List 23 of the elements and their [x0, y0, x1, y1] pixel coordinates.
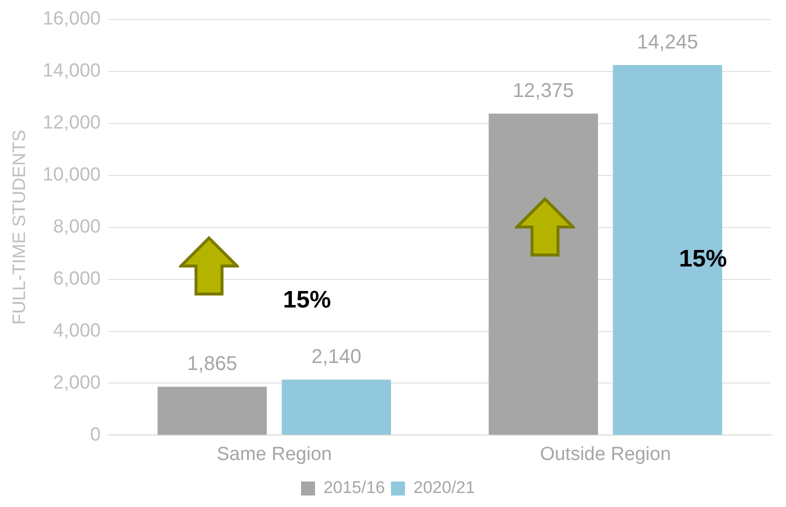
y-tick-label: 12,000 [42, 112, 101, 134]
x-tick-label: Outside Region [540, 444, 671, 465]
y-tick-label: 10,000 [42, 164, 101, 186]
legend-label: 2020/21 [414, 478, 475, 498]
data-label: 12,375 [512, 80, 574, 102]
y-tick-label: 6,000 [53, 268, 101, 290]
y-axis-title: FULL-TIME STUDENTS [8, 130, 29, 325]
bar [158, 386, 267, 435]
data-label: 1,865 [187, 353, 238, 376]
y-tick-label: 4,000 [53, 320, 101, 342]
y-tick-label: 8,000 [53, 216, 101, 238]
x-tick-label: Same Region [216, 444, 332, 465]
annotation: 15% [282, 286, 332, 314]
data-label: 14,245 [636, 32, 698, 54]
legend-label: 2015/16 [324, 478, 385, 498]
bar [488, 114, 598, 435]
annotation: 15% [678, 246, 728, 273]
data-label: 2,140 [311, 346, 362, 368]
y-tick-label: 16,000 [42, 8, 101, 30]
y-tick-label: 0 [90, 424, 101, 446]
y-tick-label: 14,000 [42, 60, 101, 82]
y-tick-label: 2,000 [53, 372, 101, 394]
bar [282, 380, 392, 435]
